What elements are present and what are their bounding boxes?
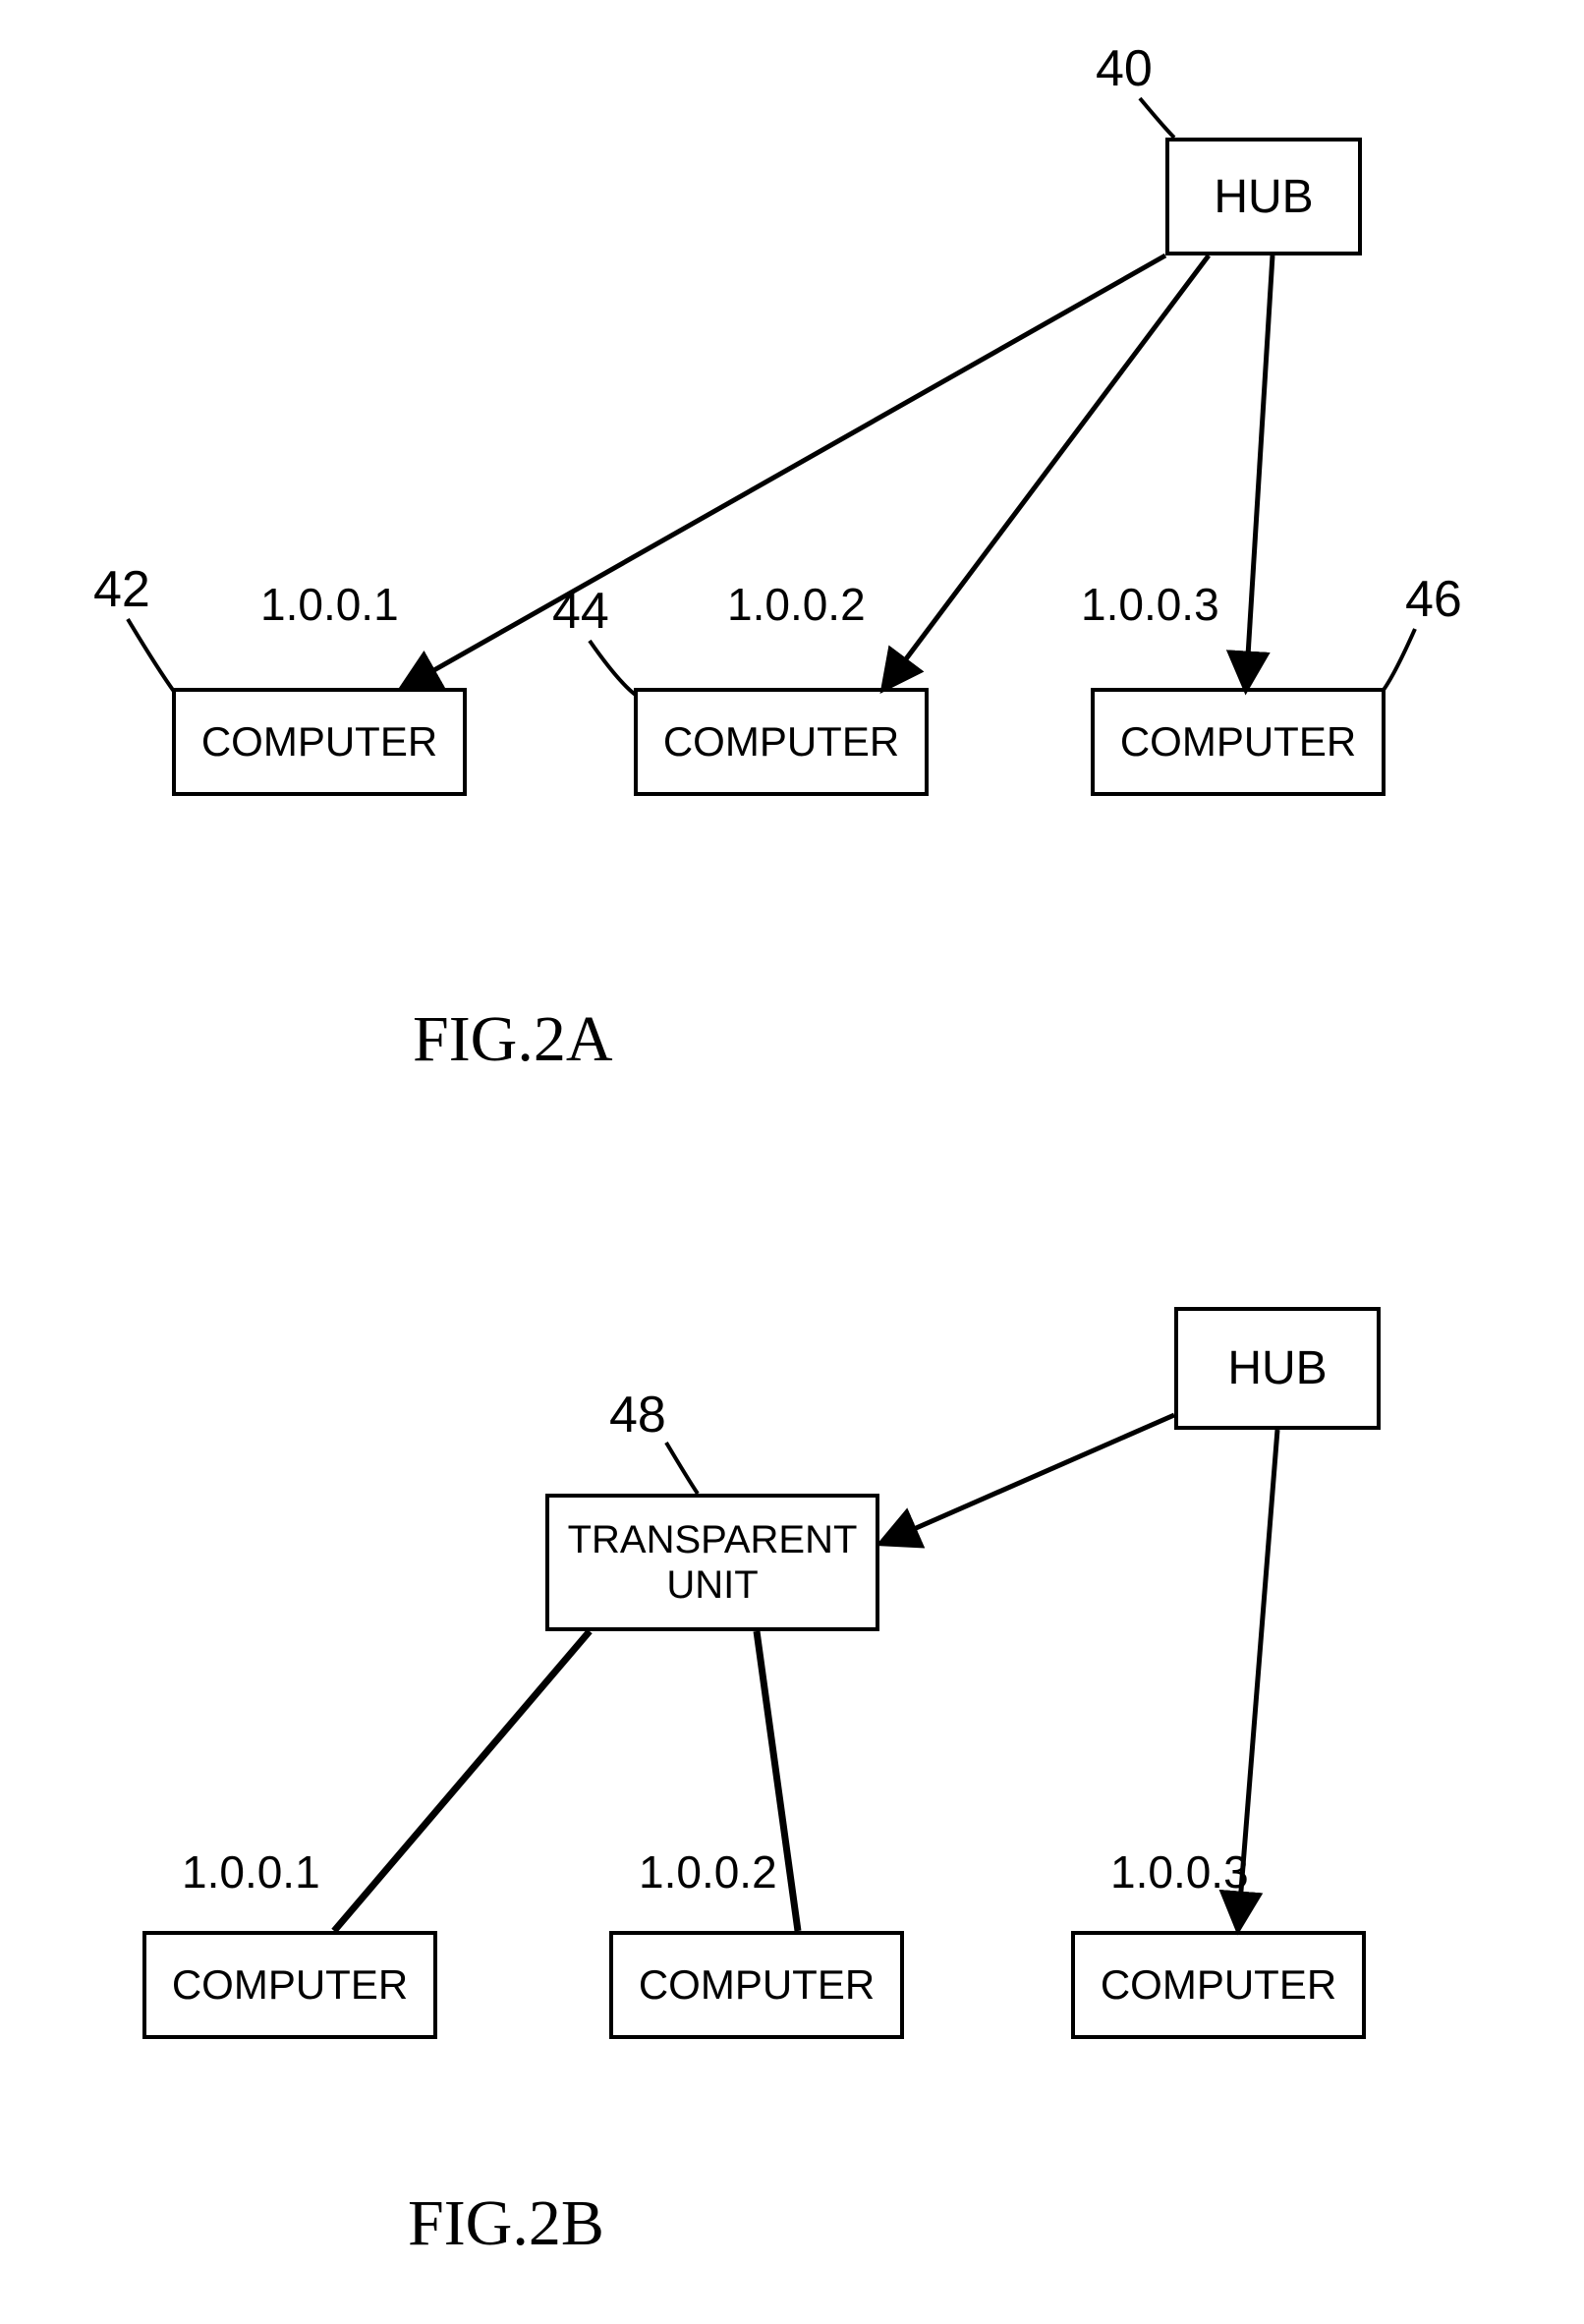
- fig2a-hub-label: HUB: [1214, 170, 1313, 224]
- fig2a-computer-1-label: COMPUTER: [201, 718, 437, 765]
- fig2a-edge-hub-c3: [1246, 255, 1273, 688]
- fig2b-transparent-ref: 48: [609, 1386, 666, 1445]
- fig2b-computer-3-label: COMPUTER: [1101, 1961, 1336, 2009]
- fig2a-hub-ref: 40: [1096, 39, 1153, 98]
- fig2b-computer-1-ip: 1.0.0.1: [182, 1845, 320, 1899]
- fig2b-transparent-label2: UNIT: [666, 1562, 758, 1608]
- fig2a-computer-1-ip: 1.0.0.1: [260, 578, 399, 631]
- fig2a-computer-3-ip: 1.0.0.3: [1081, 578, 1219, 631]
- fig2b-transparent-label1: TRANSPARENT: [568, 1517, 858, 1562]
- fig2a-ref42-leader: [128, 619, 175, 693]
- fig2a-hub-box: HUB: [1165, 138, 1362, 255]
- fig2a-computer-3-ref: 46: [1405, 570, 1462, 629]
- fig2a-computer-2-ref: 44: [552, 582, 609, 641]
- fig2b-computer-2-label: COMPUTER: [639, 1961, 875, 2009]
- fig2a-caption: FIG.2A: [413, 1002, 613, 1077]
- fig2b-computer-2-ip: 1.0.0.2: [639, 1845, 777, 1899]
- fig2a-ref44-leader: [590, 641, 637, 696]
- fig2b-edge-hub-tu: [882, 1415, 1174, 1543]
- fig2a-computer-2-ip: 1.0.0.2: [727, 578, 866, 631]
- fig2a-computer-2-label: COMPUTER: [663, 718, 899, 765]
- fig2b-hub-box: HUB: [1174, 1307, 1381, 1430]
- fig2a-computer-3-box: COMPUTER: [1091, 688, 1386, 796]
- fig2b-computer-1-box: COMPUTER: [142, 1931, 437, 2039]
- fig2b-computer-2-box: COMPUTER: [609, 1931, 904, 2039]
- fig2a-computer-1-box: COMPUTER: [172, 688, 467, 796]
- fig2b-edge-tu-c1: [334, 1631, 590, 1931]
- fig2b-computer-3-box: COMPUTER: [1071, 1931, 1366, 2039]
- fig2b-computer-1-label: COMPUTER: [172, 1961, 408, 2009]
- fig2a-computer-3-label: COMPUTER: [1120, 718, 1356, 765]
- fig2b-computer-3-ip: 1.0.0.3: [1110, 1845, 1249, 1899]
- fig2a-ref46-leader: [1384, 629, 1415, 690]
- fig2b-ref48-leader: [666, 1443, 698, 1494]
- fig2b-transparent-box: TRANSPARENT UNIT: [545, 1494, 879, 1631]
- fig2b-hub-label: HUB: [1227, 1341, 1327, 1395]
- fig2a-computer-2-box: COMPUTER: [634, 688, 929, 796]
- fig2b-caption: FIG.2B: [408, 2186, 604, 2261]
- fig2a-computer-1-ref: 42: [93, 560, 150, 619]
- fig2a-ref40-leader: [1140, 98, 1174, 138]
